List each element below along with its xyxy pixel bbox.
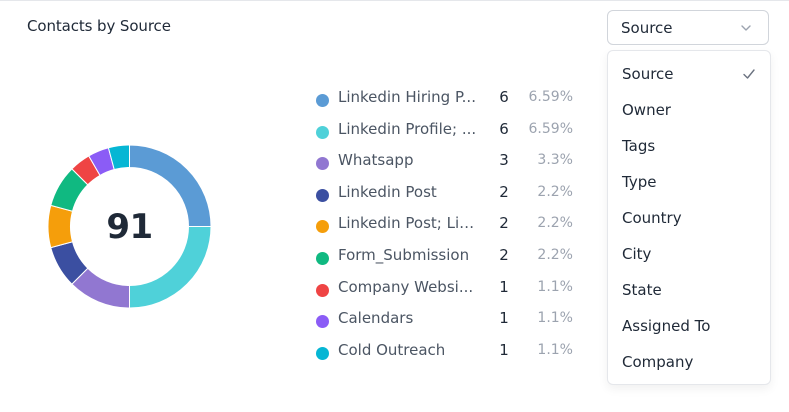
dropdown-option-label: Company [622,353,694,371]
legend-item[interactable]: Linkedin Post; Lin... 2 2.2% [314,212,584,244]
legend-count: 6 [499,119,509,138]
legend-label: Company Websi... [338,277,474,296]
dropdown-option-tags[interactable]: Tags [608,128,770,164]
dropdown-option-label: State [622,281,662,299]
legend-percent: 3.3% [537,152,573,169]
legend-count: 2 [499,214,509,233]
chart-legend: Linkedin Hiring P... 6 6.59% Linkedin Profi… [314,86,584,370]
dropdown-option-label: Tags [622,137,656,155]
dropdown-option-state[interactable]: State [608,272,770,308]
legend-label: Linkedin Post [338,182,437,201]
check-icon [743,69,755,79]
dropdown-option-label: Country [622,209,682,227]
dropdown-option-label: Type [622,173,657,191]
legend-item[interactable]: Cold Outreach 1 1.1% [314,339,584,371]
legend-count: 1 [499,340,509,359]
legend-swatch [316,283,329,297]
top-divider [0,0,789,1]
legend-count: 1 [499,309,509,328]
donut-svg [48,145,211,308]
chevron-down-icon [741,24,751,31]
legend-percent: 2.2% [537,183,573,200]
card-title: Contacts by Source [27,17,171,35]
legend-item[interactable]: Linkedin Profile; ... 6 6.59% [314,118,584,150]
donut-total: 91 [106,206,153,247]
legend-swatch [316,157,329,171]
legend-swatch [316,94,329,107]
legend-count: 3 [499,151,509,170]
legend-count: 6 [499,88,509,106]
dropdown-option-label: Assigned To [622,317,711,335]
legend-swatch [316,188,329,202]
legend-swatch [316,220,329,234]
legend-label: Cold Outreach [338,340,446,359]
donut-chart: 91 [48,145,211,308]
dropdown-option-type[interactable]: Type [608,164,770,200]
legend-label: Form_Submission [338,245,470,264]
legend-swatch [316,125,329,139]
dropdown-option-label: Source [622,65,674,83]
legend-label: Linkedin Post; Lin... [338,214,481,233]
legend-item[interactable]: Company Websi... 1 1.1% [314,276,584,308]
legend-percent: 1.1% [537,310,573,327]
legend-item[interactable]: Calendars 1 1.1% [314,307,584,339]
dropdown-option-company[interactable]: Company [608,344,770,380]
dropdown-option-country[interactable]: Country [608,200,770,236]
legend-count: 2 [499,182,509,201]
legend-percent: 2.2% [537,246,573,263]
legend-swatch [316,346,329,360]
legend-percent: 2.2% [537,215,573,232]
legend-label: Linkedin Hiring P... [338,88,476,106]
legend-percent: 1.1% [537,341,573,358]
dropdown-option-owner[interactable]: Owner [608,92,770,128]
legend-swatch [316,251,329,265]
legend-percent: 6.59% [528,120,573,137]
legend-item[interactable]: Whatsapp 3 3.3% [314,149,584,181]
legend-count: 2 [499,245,509,264]
dropdown-option-city[interactable]: City [608,236,770,272]
dropdown-option-assigned-to[interactable]: Assigned To [608,308,770,344]
group-by-dropdown-menu: Source Owner Tags Type Country City State Assig… [607,50,771,385]
legend-percent: 1.1% [537,278,573,295]
group-by-select[interactable]: Source [607,10,769,45]
dropdown-option-source[interactable]: Source [608,56,770,92]
legend-label: Calendars [338,309,414,328]
dropdown-option-label: Owner [622,101,671,119]
legend-label: Linkedin Profile; ... [338,119,477,138]
dropdown-option-label: City [622,245,652,263]
legend-item[interactable]: Linkedin Post 2 2.2% [314,181,584,213]
legend-swatch [316,315,329,329]
group-by-select-value: Source [621,18,673,37]
legend-item[interactable]: Form_Submission 2 2.2% [314,244,584,276]
legend-item[interactable]: Linkedin Hiring P... 6 6.59% [314,86,584,118]
legend-label: Whatsapp [338,151,414,170]
donut-slice[interactable] [107,145,130,171]
legend-count: 1 [499,277,509,296]
legend-percent: 6.59% [528,89,573,105]
